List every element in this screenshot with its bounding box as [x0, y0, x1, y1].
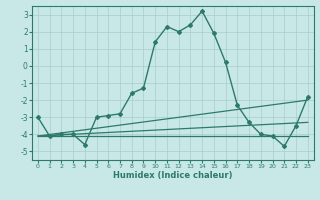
X-axis label: Humidex (Indice chaleur): Humidex (Indice chaleur): [113, 171, 233, 180]
